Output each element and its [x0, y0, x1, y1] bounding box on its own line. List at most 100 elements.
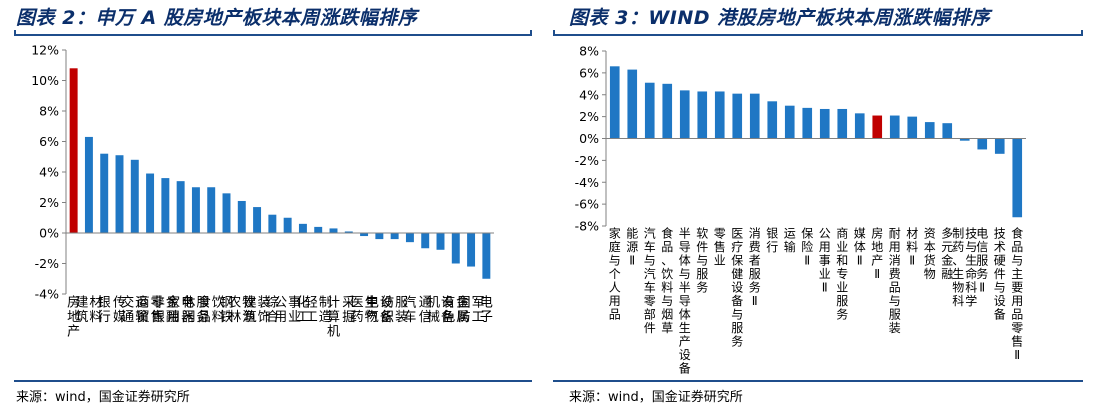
right-y-tick-label: 0% — [579, 131, 599, 146]
left-category-label: 房地产 — [67, 295, 80, 340]
left-bar-25 — [436, 233, 445, 250]
left-bar-10 — [207, 187, 216, 233]
right-bar-8 — [732, 93, 743, 139]
left-category-label: 综合 — [266, 296, 279, 326]
left-category-label: 食品饮料 — [198, 295, 225, 326]
left-bar-24 — [421, 233, 430, 249]
left-bar-4 — [115, 155, 124, 233]
left-y-tick-label: 8% — [39, 104, 59, 119]
right-y-tick-label: -4% — [575, 175, 599, 190]
left-title-rule — [14, 34, 532, 36]
right-bar-4 — [662, 83, 673, 139]
right-category-label: 材料 Ⅱ — [906, 227, 918, 268]
left-category-label: 有色金属 — [442, 295, 469, 326]
right-bar-3 — [644, 82, 655, 139]
right-category-label: 媒体 Ⅱ — [854, 227, 866, 268]
right-category-label: 多元金融 — [941, 227, 953, 282]
left-bar-6 — [146, 173, 155, 233]
left-chart-panel: 图表 2：申万 A 股房地产板块本周涨跌幅排序 12% 10% 8% 6% 4% 2% 0%… — [0, 0, 540, 418]
left-category-label: 计算机 — [327, 296, 340, 340]
right-bar-23 — [994, 138, 1005, 154]
left-category-label: 商贸零售 — [137, 296, 164, 326]
left-y-tick-label: 10% — [31, 73, 59, 88]
right-bar-12 — [802, 107, 813, 139]
left-category-label: 电子 — [480, 296, 493, 326]
right-category-label: 能源 Ⅱ — [626, 227, 638, 268]
right-y-tick-label: 6% — [579, 65, 599, 80]
left-bar-20 — [360, 233, 369, 237]
left-category-label: 国防军工 — [458, 296, 485, 326]
right-category-label: 资本货物 — [924, 227, 936, 282]
right-bar-2 — [627, 69, 638, 139]
left-bar-17 — [314, 226, 323, 233]
right-bar-21 — [959, 138, 970, 141]
right-bar-1 — [609, 66, 620, 139]
left-category-label: 交通运输 — [121, 295, 148, 326]
left-bar-13 — [253, 207, 262, 233]
right-category-label: 软件与服务 — [696, 227, 708, 295]
right-category-label: 消费者服务 Ⅱ — [749, 227, 761, 309]
right-source-note: 来源：wind，国金证券研究所 — [569, 390, 743, 405]
left-category-label: 公用事业 — [274, 296, 301, 326]
right-bar-5 — [679, 90, 690, 139]
left-bar-27 — [467, 233, 476, 267]
right-y-tick-label: -8% — [575, 219, 599, 234]
right-category-label: 家庭与个人用品 — [609, 226, 621, 322]
left-bar-26 — [451, 233, 460, 264]
left-bar-16 — [298, 223, 307, 233]
left-y-tick-label: 2% — [39, 195, 59, 210]
right-y-tick-label: 8% — [579, 44, 599, 59]
left-bar-14 — [268, 214, 277, 233]
left-bar-12 — [237, 200, 246, 233]
right-bar-18 — [907, 116, 918, 139]
right-bar-15 — [854, 113, 865, 139]
right-category-label: 半导体与半导体生产设备 — [679, 227, 691, 376]
right-bar-9 — [749, 93, 760, 139]
left-category-label: 非银金融 — [152, 295, 179, 326]
left-y-tick-label: 4% — [39, 165, 59, 180]
right-bar-19 — [924, 122, 935, 139]
right-chart-panel: 图表 3：WIND 港股房地产板块本周涨跌幅排序 8% 6% 4% 2% 0% -2% -4… — [553, 0, 1095, 418]
left-bar-chart: 12% 10% 8% 6% 4% 2% 0% -2% -4% 房地产建筑材料银行传媒交通运输商贸零… — [31, 43, 494, 340]
right-bar-22 — [977, 138, 988, 150]
left-category-label: 家用电器 — [167, 295, 194, 326]
right-bar-14 — [837, 108, 848, 139]
left-title-rule-tick-right — [530, 30, 532, 36]
right-bar-6 — [697, 91, 708, 139]
right-bar-20 — [942, 123, 953, 139]
right-category-label: 房地产 Ⅱ — [871, 226, 883, 282]
left-bar-23 — [405, 233, 414, 243]
right-category-label: 电信服务 Ⅱ — [976, 227, 988, 295]
right-category-label: 商业和专业服务 — [836, 226, 848, 322]
right-category-label: 食品与主要用品零售 Ⅱ — [1011, 226, 1023, 363]
right-bar-11 — [784, 105, 795, 139]
left-source-rule — [14, 380, 532, 382]
left-source-note: 来源：wind，国金证券研究所 — [16, 390, 190, 405]
right-y-tick-label: -6% — [575, 197, 599, 212]
right-bar-17 — [889, 115, 900, 139]
left-category-label: 采掘 — [342, 296, 355, 326]
right-category-label: 技术硬件与设备 — [994, 227, 1006, 322]
left-category-label: 建筑装饰 — [244, 296, 271, 326]
right-title-rule-tick — [553, 30, 555, 36]
right-bar-13 — [819, 108, 830, 139]
right-bar-16 — [872, 115, 883, 139]
left-category-label: 汽车 — [403, 296, 416, 326]
left-bar-9 — [191, 187, 200, 233]
left-bar-1 — [69, 68, 78, 233]
left-category-label: 化工 — [296, 296, 309, 326]
left-category-label: 纺织服装 — [381, 296, 408, 326]
right-category-label: 汽车与汽车零部件 — [644, 226, 656, 336]
left-bar-19 — [344, 231, 353, 233]
left-bar-11 — [222, 193, 231, 233]
right-y-tick-label: -2% — [575, 153, 599, 168]
left-category-label: 休闲服务 — [182, 296, 209, 326]
right-category-label: 耐用消费品与服装 — [889, 227, 901, 336]
right-category-label: 保险 Ⅱ — [801, 227, 813, 268]
right-category-label: 银行 — [766, 227, 778, 255]
left-title-rule-tick — [14, 30, 16, 36]
left-y-tick-label: -4% — [35, 287, 59, 302]
left-category-label: 医药生物 — [351, 296, 378, 326]
left-bar-18 — [329, 228, 338, 233]
